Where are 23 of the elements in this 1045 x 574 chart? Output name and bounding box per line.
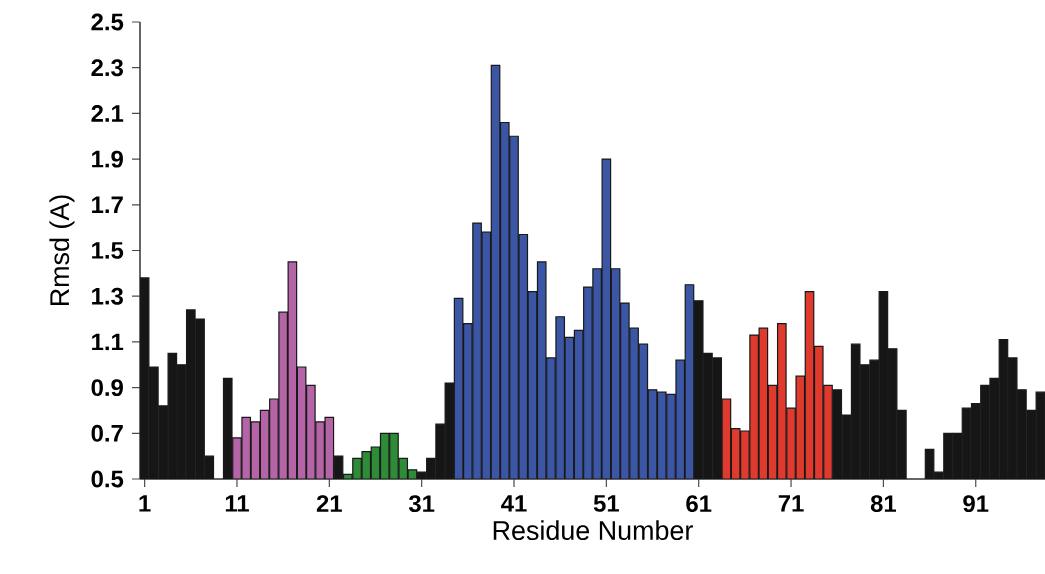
y-tick-label: 0.7 (91, 424, 123, 442)
x-tick-label: 11 (225, 495, 249, 512)
x-tick-label: 41 (501, 495, 527, 512)
x-tick-label: 1 (139, 495, 151, 512)
x-tick-label: 71 (778, 495, 804, 512)
x-tick-label: 91 (963, 495, 989, 513)
x-tick-label: 21 (316, 495, 342, 512)
y-tick-label: 2.1 (91, 105, 124, 122)
y-tick-label: 1.1 (92, 333, 124, 351)
x-tick-label: 61 (686, 495, 712, 513)
y-tick-label: 1.3 (92, 287, 123, 305)
x-tick-label: 31 (408, 495, 435, 513)
y-tick-label: 1.7 (92, 196, 123, 214)
y-tick-label: 0.9 (91, 379, 123, 397)
y-tick-label: 2.5 (91, 13, 124, 31)
y-axis-title: Rmsd (A) (49, 195, 75, 306)
x-tick-label: 51 (593, 495, 619, 512)
y-tick-label: 0.5 (91, 470, 124, 488)
x-tick-label: 81 (870, 495, 897, 513)
y-tick-label: 1.9 (92, 150, 123, 168)
y-tick-label: 2.3 (91, 59, 123, 77)
x-axis-title: Residue Number (493, 520, 693, 541)
y-tick-label: 1.5 (92, 242, 124, 259)
